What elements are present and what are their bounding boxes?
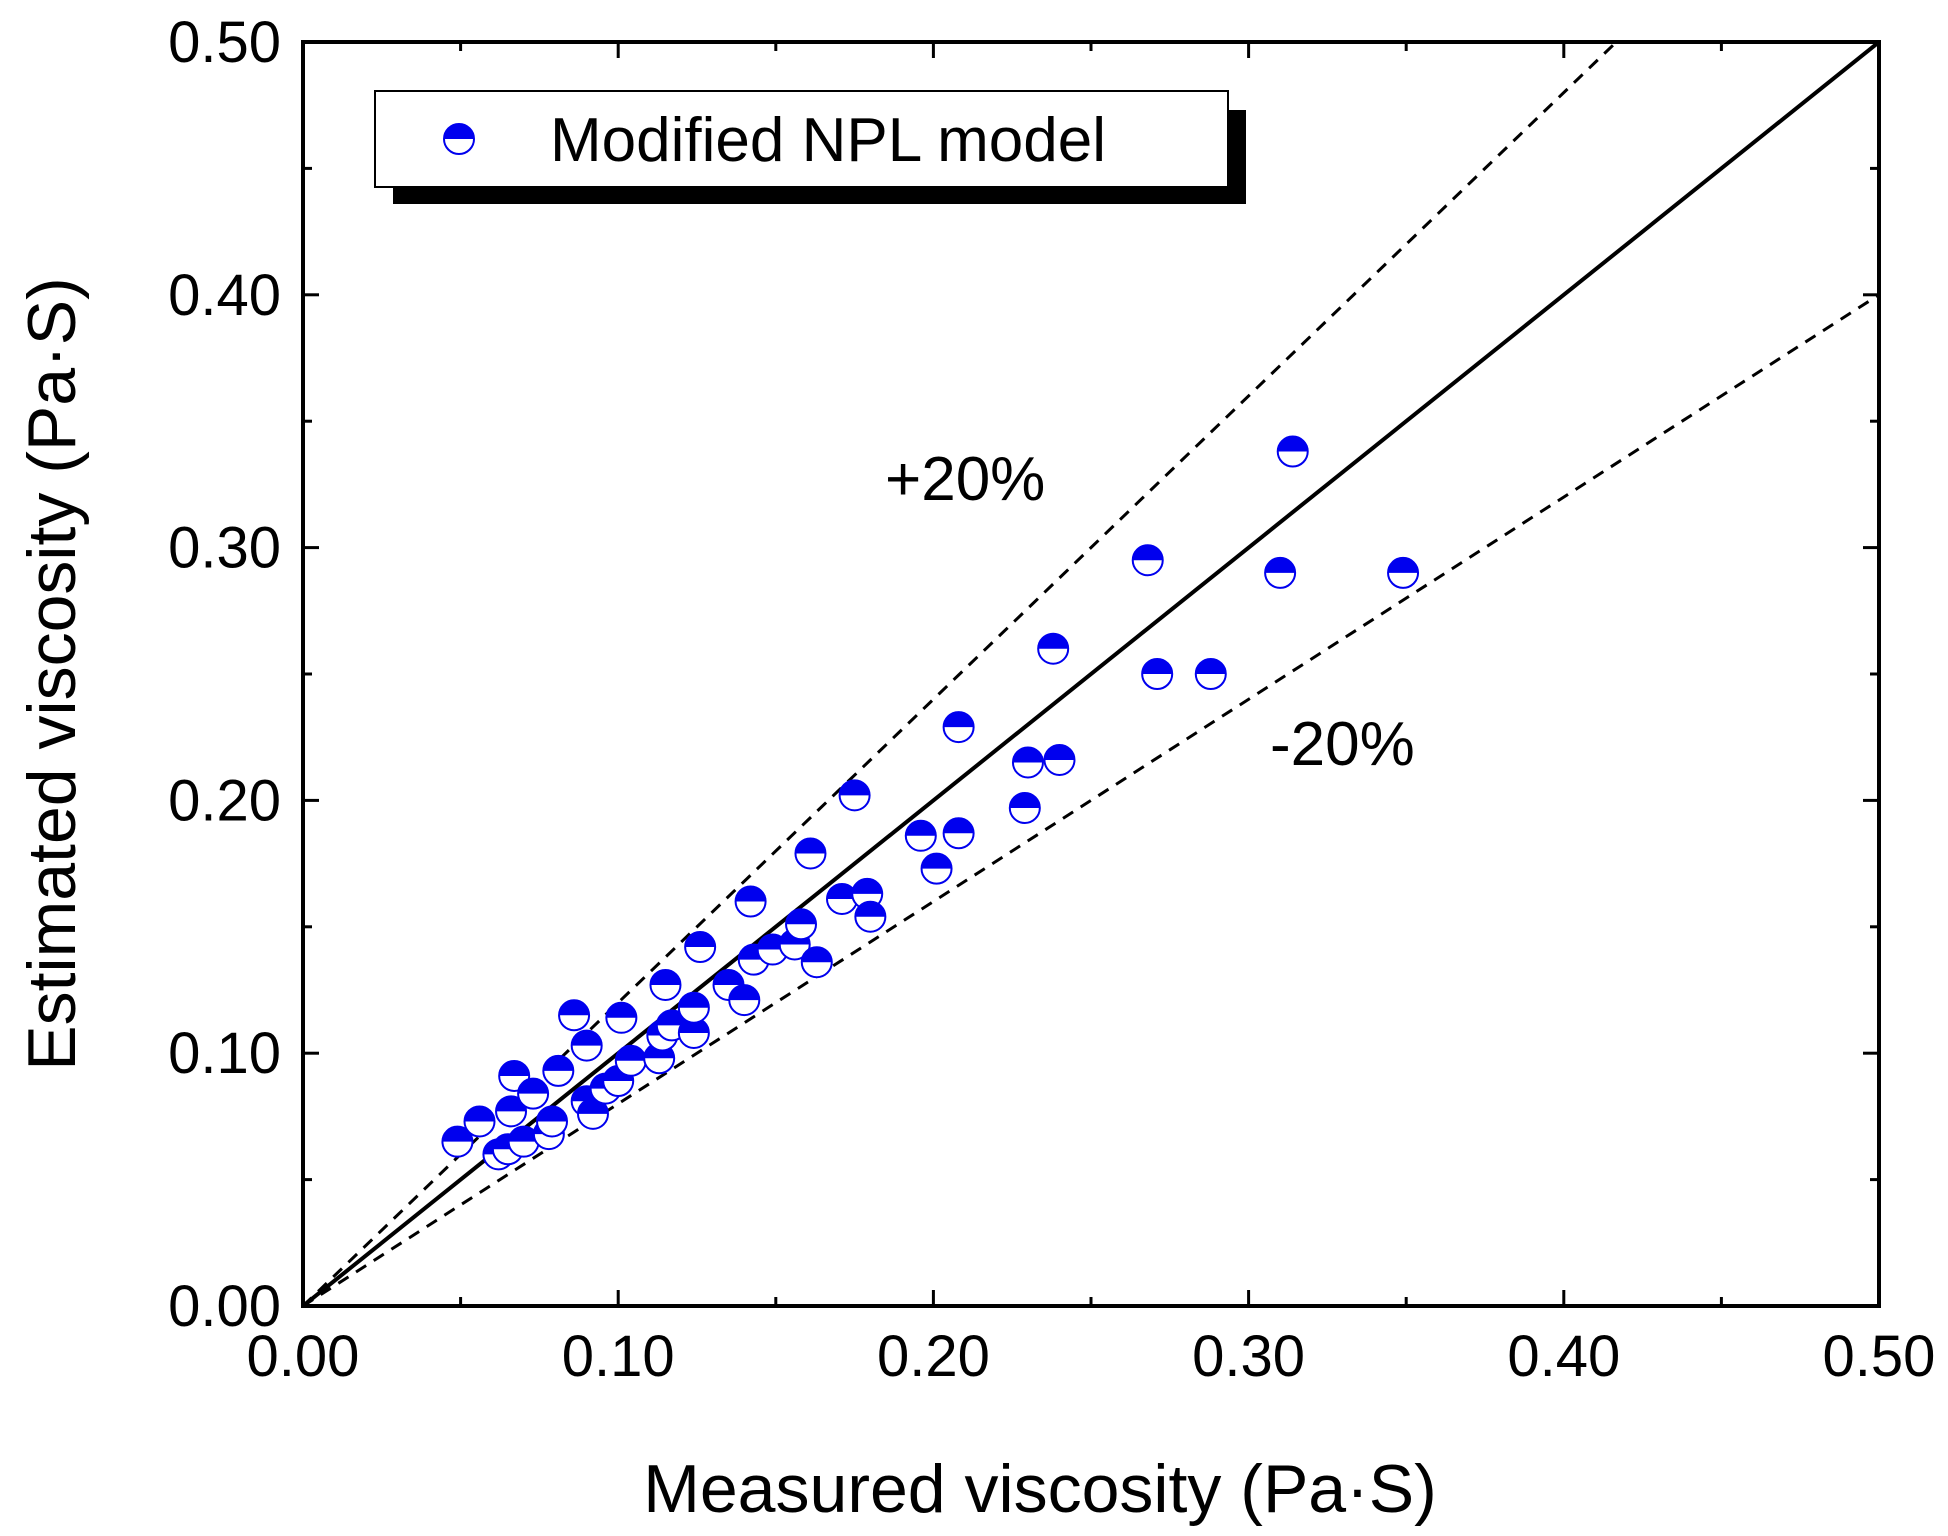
y-tick-label: 0.50 bbox=[168, 10, 281, 75]
data-point bbox=[1008, 791, 1041, 824]
reference-line-identity bbox=[303, 42, 1879, 1306]
legend: Modified NPL model bbox=[374, 90, 1246, 204]
data-point bbox=[920, 852, 953, 885]
data-point bbox=[677, 991, 710, 1024]
y-axis-title: Estimated viscosity (Pa·S) bbox=[14, 277, 90, 1071]
data-point bbox=[854, 900, 887, 933]
x-tick-label: 0.10 bbox=[562, 1324, 675, 1389]
x-tick-label: 0.00 bbox=[247, 1324, 360, 1389]
legend-marker bbox=[443, 123, 475, 155]
data-point bbox=[1131, 544, 1164, 577]
y-tick-label: 0.00 bbox=[168, 1274, 281, 1339]
x-axis-title: Measured viscosity (Pa·S) bbox=[643, 1451, 1437, 1527]
data-point bbox=[605, 1001, 638, 1034]
data-point bbox=[734, 885, 767, 918]
y-tick-label: 0.20 bbox=[168, 768, 281, 833]
data-point bbox=[1043, 743, 1076, 776]
x-tick-label: 0.20 bbox=[877, 1324, 990, 1389]
y-tick-label: 0.30 bbox=[168, 516, 281, 581]
data-point bbox=[785, 908, 818, 941]
legend-box bbox=[374, 90, 1229, 188]
data-point bbox=[728, 984, 761, 1017]
data-point bbox=[542, 1054, 575, 1087]
annotation-plus-20: +20% bbox=[885, 445, 1045, 514]
data-point bbox=[942, 817, 975, 850]
data-point bbox=[684, 931, 717, 964]
data-point bbox=[1011, 746, 1044, 779]
data-point bbox=[1037, 632, 1070, 665]
data-point bbox=[904, 819, 937, 852]
data-point bbox=[838, 779, 871, 812]
data-point bbox=[507, 1125, 540, 1158]
y-tick-label: 0.40 bbox=[168, 263, 281, 328]
data-point bbox=[1194, 658, 1227, 690]
y-tick-label: 0.10 bbox=[168, 1021, 281, 1086]
axis-ticks: 0.000.00 0.10 0.10 0.20 0.20 0.30 0.30 0.40 0.40… bbox=[168, 10, 1935, 1389]
legend-label: Modified NPL model bbox=[550, 106, 1106, 175]
data-point bbox=[1387, 556, 1420, 589]
data-point bbox=[942, 711, 975, 744]
data-point bbox=[1264, 556, 1297, 589]
data-point bbox=[517, 1077, 550, 1110]
data-point bbox=[649, 968, 682, 1001]
reference-line-minus-20 bbox=[303, 293, 1879, 1306]
reference-lines bbox=[303, 42, 1879, 1306]
data-points bbox=[441, 435, 1420, 1171]
x-tick-label: 0.40 bbox=[1507, 1324, 1620, 1389]
data-point bbox=[558, 999, 591, 1032]
x-tick-label: 0.50 bbox=[1823, 1324, 1936, 1389]
data-point bbox=[825, 882, 858, 915]
data-point bbox=[570, 1029, 603, 1062]
annotation-minus-20: -20% bbox=[1270, 710, 1415, 779]
data-point bbox=[441, 1125, 474, 1158]
data-point bbox=[614, 1044, 647, 1077]
data-point bbox=[794, 837, 827, 870]
data-point bbox=[1276, 435, 1309, 468]
data-point bbox=[536, 1105, 569, 1138]
data-point bbox=[463, 1105, 496, 1138]
reference-line-plus-20 bbox=[303, 42, 1619, 1306]
data-point bbox=[800, 946, 833, 979]
x-tick-label: 0.30 bbox=[1192, 1324, 1305, 1389]
data-point bbox=[1141, 658, 1174, 690]
